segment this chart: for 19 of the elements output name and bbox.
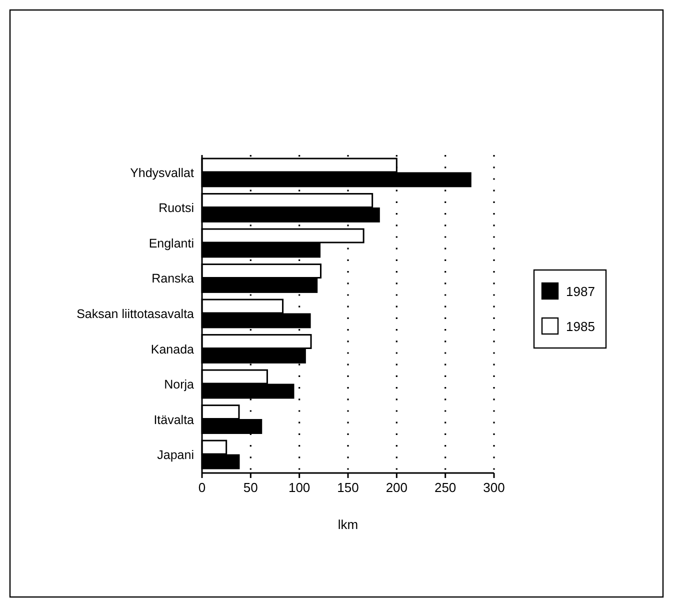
y-tick-label: Itävalta [154,412,194,427]
y-tick-label: Ranska [152,272,194,286]
y-tick-label: Englanti [148,236,194,250]
y-tick-label: Japani [157,448,194,462]
x-tick-label: 150 [337,480,359,495]
y-tick-label: Norja [164,378,194,392]
x-tick-label: 300 [483,480,505,495]
y-tick-label: Kanada [150,342,194,356]
x-axis-title: lkm [338,517,358,532]
y-tick-label: Yhdysvallat [130,166,195,180]
x-tick-label: 250 [434,480,456,495]
x-tick-label: 100 [288,480,310,495]
legend-label: 1987 [566,284,595,299]
x-tick-label: 200 [386,480,408,495]
x-tick-label: 50 [243,480,258,495]
x-tick-label: 0 [198,480,206,495]
y-tick-label: Saksan liittotasavalta [76,307,194,321]
legend-label: 1985 [566,319,595,334]
y-tick-label: Ruotsi [158,201,194,216]
